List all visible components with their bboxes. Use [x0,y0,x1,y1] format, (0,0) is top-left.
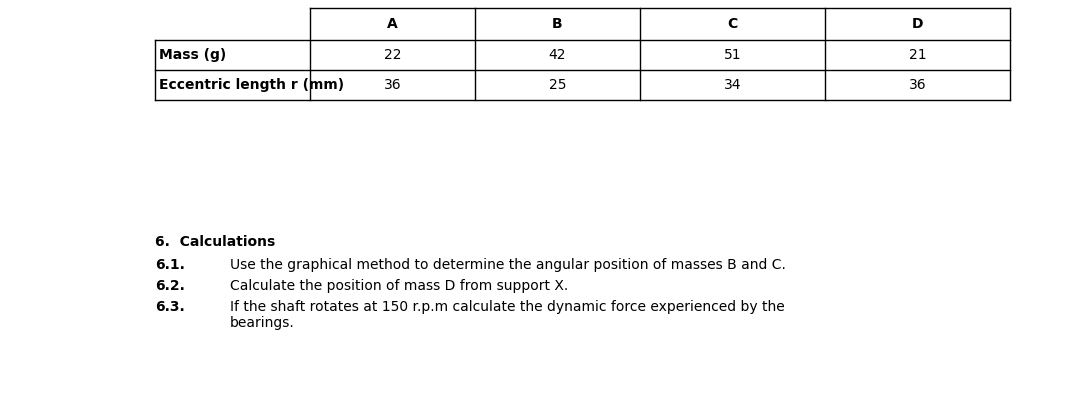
Text: D: D [912,17,923,31]
Text: Mass (g): Mass (g) [159,48,226,62]
Text: 6.2.: 6.2. [156,279,185,293]
Text: Calculate the position of mass D from support X.: Calculate the position of mass D from su… [230,279,568,293]
Text: C: C [727,17,738,31]
Text: Eccentric length r (mm): Eccentric length r (mm) [159,78,345,92]
Text: 34: 34 [724,78,741,92]
Text: 6.1.: 6.1. [156,258,185,272]
Text: Use the graphical method to determine the angular position of masses B and C.: Use the graphical method to determine th… [230,258,786,272]
Text: 36: 36 [383,78,402,92]
Text: A: A [387,17,397,31]
Text: 42: 42 [549,48,566,62]
Text: 6.  Calculations: 6. Calculations [156,235,275,249]
Text: B: B [552,17,563,31]
Text: 22: 22 [383,48,402,62]
Text: 36: 36 [908,78,927,92]
Text: If the shaft rotates at 150 r.p.m calculate the dynamic force experienced by the: If the shaft rotates at 150 r.p.m calcul… [230,300,785,330]
Text: 25: 25 [549,78,566,92]
Text: 21: 21 [908,48,927,62]
Text: 51: 51 [724,48,741,62]
Text: 6.3.: 6.3. [156,300,185,314]
